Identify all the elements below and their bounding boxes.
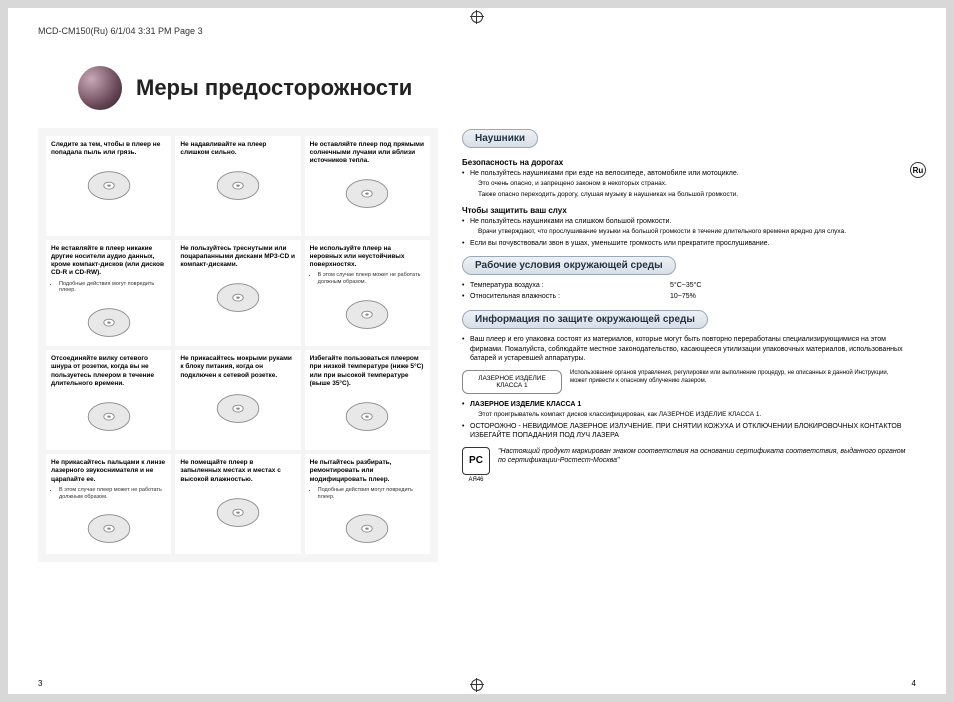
- precaution-illustration: [51, 161, 166, 205]
- precaution-illustration: [51, 504, 166, 548]
- subheading-road-safety: Безопасность на дорогах: [462, 158, 906, 167]
- section-heading-env-info: Информация по защите окружающей среды: [462, 310, 708, 329]
- precautions-grid: Следите за тем, чтобы в плеер не попадал…: [38, 128, 438, 562]
- precaution-cell: Не вставляйте в плеер никакие другие нос…: [46, 240, 171, 346]
- headphones-list-1: Не пользуйтесь наушниками при езде на ве…: [462, 169, 906, 200]
- env-info-list: Ваш плеер и его упаковка состоят из мате…: [462, 335, 906, 363]
- precaution-cell: Не пользуйтесь треснутыми или поцарапанн…: [175, 240, 300, 346]
- list-item: Врачи утверждают, что прослушивание музы…: [462, 228, 906, 237]
- manual-page-spread: MCD-CM150(Ru) 6/1/04 3:31 PM Page 3 Меры…: [8, 8, 946, 694]
- precaution-note: В этом случае плеер может не работать до…: [310, 272, 425, 286]
- precaution-note: Подобные действия могут повредить плеер.: [51, 281, 166, 295]
- precaution-cell: Не пытайтесь разбирать, ремонтировать ил…: [305, 454, 430, 554]
- precaution-cell: Следите за тем, чтобы в плеер не попадал…: [46, 136, 171, 236]
- print-job-header: MCD-CM150(Ru) 6/1/04 3:31 PM Page 3: [38, 26, 916, 36]
- crop-mark-bottom: [468, 676, 486, 694]
- precaution-illustration: [310, 290, 425, 334]
- laser-item-caution: ОСТОРОЖНО - НЕВИДИМОЕ ЛАЗЕРНОЕ ИЗЛУЧЕНИЕ…: [462, 422, 906, 441]
- headphones-list-2: Не пользуйтесь наушниками на слишком бол…: [462, 217, 906, 249]
- env-row-temp: Температура воздуха :5°C~35°C: [462, 281, 906, 290]
- precaution-title: Не используйте плеер на неровных или неу…: [310, 245, 425, 269]
- content-columns: Следите за тем, чтобы в плеер не попадал…: [38, 128, 916, 562]
- precaution-cell: Не прикасайтесь пальцами к линзе лазерно…: [46, 454, 171, 554]
- precaution-title: Следите за тем, чтобы в плеер не попадал…: [51, 141, 166, 157]
- precaution-title: Не вставляйте в плеер никакие другие нос…: [51, 245, 166, 278]
- env-row-humidity: Относительная влажность :10~75%: [462, 292, 906, 301]
- laser-warning-small: Использование органов управления, регули…: [570, 370, 906, 386]
- precaution-illustration: [310, 504, 425, 548]
- precaution-title: Не пользуйтесь треснутыми или поцарапанн…: [180, 245, 295, 269]
- precaution-title: Отсоединяйте вилку сетевого шнура от роз…: [51, 355, 166, 388]
- list-item: Также опасно переходить дорогу, слушая м…: [462, 191, 906, 200]
- env-info-recycling: Ваш плеер и его упаковка состоят из мате…: [462, 335, 906, 363]
- precaution-cell: Избегайте пользоваться плеером при низко…: [305, 350, 430, 450]
- page-title: Меры предосторожности: [136, 75, 412, 101]
- precaution-cell: Не прикасайтесь мокрыми руками к блоку п…: [175, 350, 300, 450]
- precaution-illustration: [180, 488, 295, 532]
- right-column: Наушники Безопасность на дорогах Не поль…: [462, 128, 916, 562]
- cert-mark-block: PC АЯ46: [462, 447, 490, 483]
- list-item: Если вы почувствовали звон в ушах, умень…: [462, 239, 906, 248]
- crop-mark-top: [468, 8, 486, 26]
- cert-code: АЯ46: [462, 477, 490, 483]
- precaution-cell: Не помещайте плеер в запыленных местах и…: [175, 454, 300, 554]
- precaution-title: Не пытайтесь разбирать, ремонтировать ил…: [310, 459, 425, 483]
- cert-statement: "Настоящий продукт маркирован знаком соо…: [498, 447, 906, 466]
- laser-class-box: ЛАЗЕРНОЕ ИЗДЕЛИЕ КЛАССА 1: [462, 370, 562, 394]
- precaution-note: Подобные действия могут повредить плеер.: [310, 487, 425, 501]
- rostest-mark-icon: PC: [462, 447, 490, 475]
- list-item: Не пользуйтесь наушниками на слишком бол…: [462, 217, 906, 226]
- precaution-cell: Не используйте плеер на неровных или неу…: [305, 240, 430, 346]
- precaution-cell: Отсоединяйте вилку сетевого шнура от роз…: [46, 350, 171, 450]
- language-badge: Ru: [910, 162, 926, 178]
- precaution-illustration: [180, 384, 295, 428]
- precaution-illustration: [51, 298, 166, 342]
- list-item: Это очень опасно, и запрещено законом в …: [462, 180, 906, 189]
- section-heading-headphones: Наушники: [462, 129, 538, 148]
- section-heading-environment: Рабочие условия окружающей среды: [462, 256, 676, 275]
- precaution-title: Не помещайте плеер в запыленных местах и…: [180, 459, 295, 483]
- env-conditions-list: Температура воздуха :5°C~35°C Относитель…: [462, 281, 906, 302]
- subheading-hearing: Чтобы защитить ваш слух: [462, 206, 906, 215]
- title-row: Меры предосторожности: [38, 66, 916, 110]
- page-number-right: 4: [912, 679, 916, 688]
- precaution-title: Не прикасайтесь пальцами к линзе лазерно…: [51, 459, 166, 483]
- laser-heading: ЛАЗЕРНОЕ ИЗДЕЛИЕ КЛАССА 1: [462, 400, 906, 409]
- precaution-title: Не оставляйте плеер под прямыми солнечны…: [310, 141, 425, 165]
- sphere-bullet-icon: [78, 66, 122, 110]
- precaution-title: Не надавливайте на плеер слишком сильно.: [180, 141, 295, 157]
- precaution-title: Не прикасайтесь мокрыми руками к блоку п…: [180, 355, 295, 379]
- precaution-illustration: [51, 392, 166, 436]
- certification-row: PC АЯ46 "Настоящий продукт маркирован зн…: [462, 447, 906, 483]
- page-number-left: 3: [38, 679, 42, 688]
- laser-item-classification: Этот проигрыватель компакт дисков класси…: [462, 411, 906, 420]
- precaution-title: Избегайте пользоваться плеером при низко…: [310, 355, 425, 388]
- precaution-cell: Не надавливайте на плеер слишком сильно.: [175, 136, 300, 236]
- precaution-cell: Не оставляйте плеер под прямыми солнечны…: [305, 136, 430, 236]
- list-item: Не пользуйтесь наушниками при езде на ве…: [462, 169, 906, 178]
- precaution-illustration: [180, 161, 295, 205]
- precaution-illustration: [310, 169, 425, 213]
- precaution-illustration: [180, 273, 295, 317]
- precaution-note: В этом случае плеер может не работать до…: [51, 487, 166, 501]
- precaution-illustration: [310, 392, 425, 436]
- laser-class-row: ЛАЗЕРНОЕ ИЗДЕЛИЕ КЛАССА 1 Использование …: [462, 370, 906, 394]
- laser-items-list: ЛАЗЕРНОЕ ИЗДЕЛИЕ КЛАССА 1 Этот проигрыва…: [462, 400, 906, 441]
